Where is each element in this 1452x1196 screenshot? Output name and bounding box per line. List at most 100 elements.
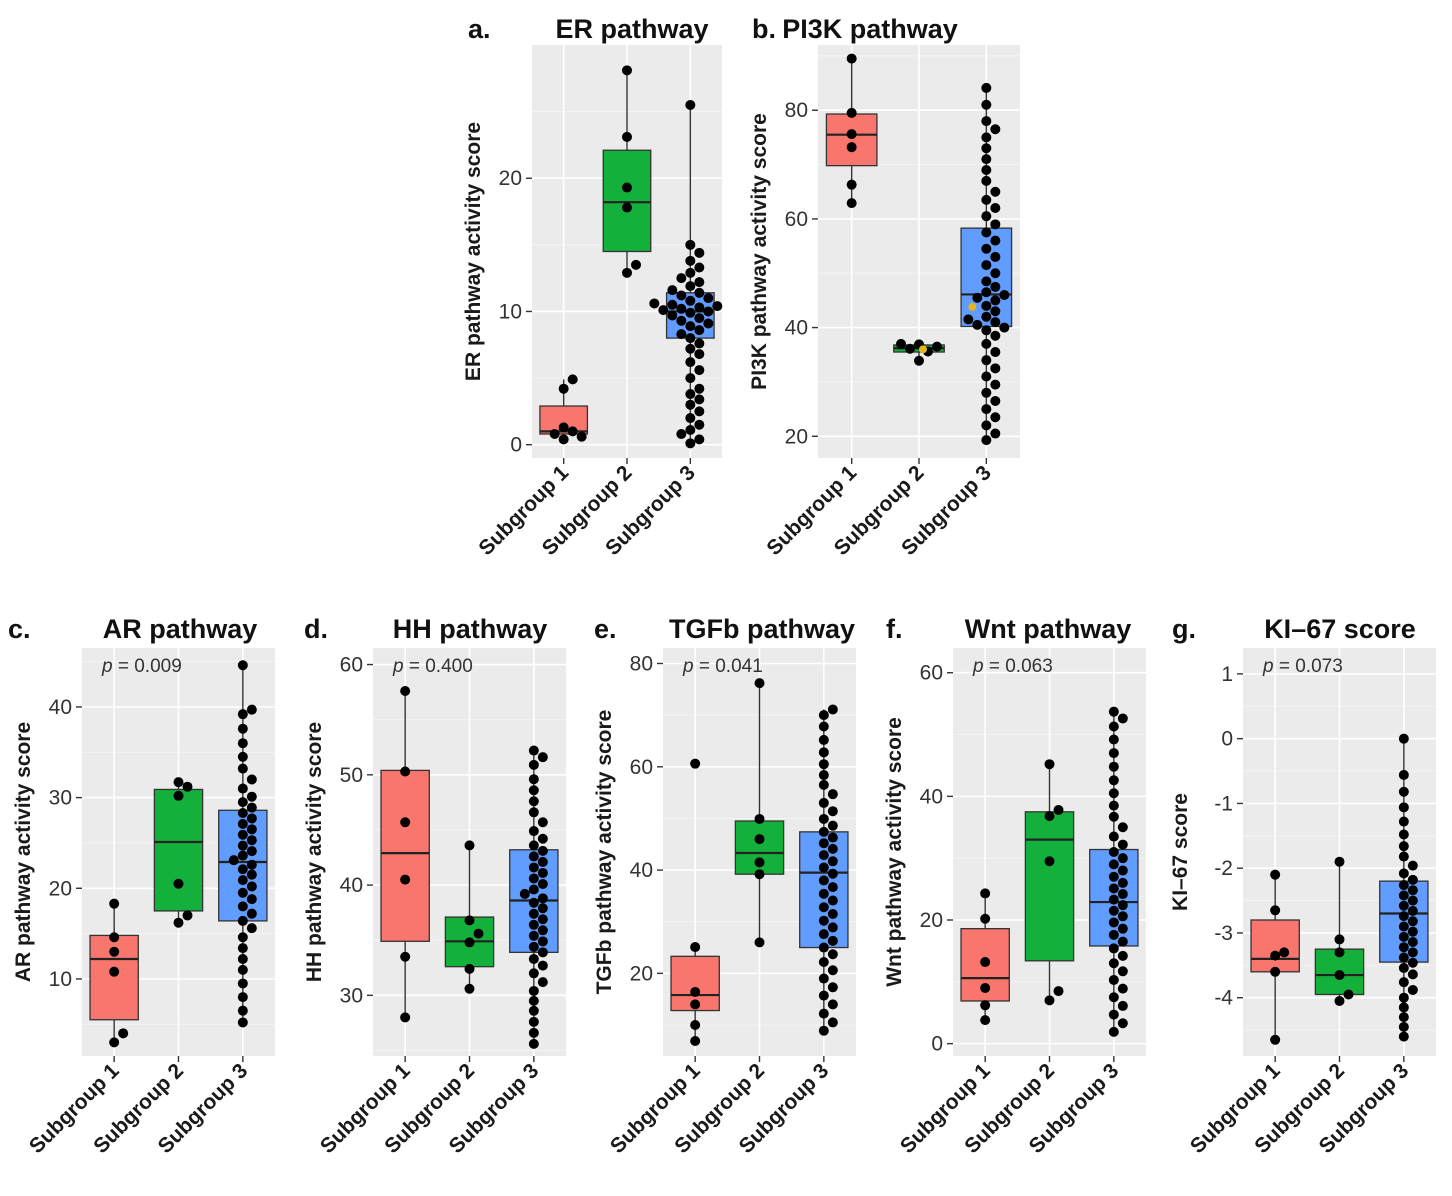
data-point [818, 915, 829, 926]
y-tick-label: 1 [1221, 663, 1233, 686]
data-point [246, 813, 257, 824]
data-point [182, 910, 193, 921]
data-point [818, 759, 829, 770]
y-tick-label: 80 [785, 99, 808, 122]
data-point [537, 947, 548, 958]
data-point [685, 239, 696, 250]
data-point [694, 394, 705, 405]
data-point [980, 983, 991, 993]
data-point [676, 303, 687, 314]
iqr-box [1250, 919, 1300, 973]
data-point [1398, 952, 1409, 963]
data-point [981, 116, 992, 127]
data-point [1398, 942, 1409, 953]
data-point [1108, 958, 1119, 969]
data-point [237, 875, 248, 886]
data-point [1407, 860, 1418, 871]
data-point [694, 338, 705, 349]
data-point [246, 774, 257, 785]
data-point [1044, 811, 1055, 822]
iqr-box [153, 788, 204, 912]
data-point [754, 678, 765, 689]
data-point [685, 389, 696, 400]
y-axis-label: KI–67 score [1169, 793, 1192, 911]
data-point [528, 826, 539, 837]
data-point [981, 99, 992, 110]
data-point [990, 186, 1001, 197]
data-point [990, 124, 1001, 135]
data-point [576, 431, 587, 442]
data-point [1108, 847, 1119, 857]
p-value-label: p = 0.041 [682, 656, 763, 677]
data-point [1108, 1009, 1119, 1020]
data-point [1279, 947, 1290, 958]
data-point [703, 306, 714, 317]
y-axis-label: TGFb pathway activity score [593, 710, 616, 995]
data-point [703, 318, 714, 329]
data-point [694, 419, 705, 430]
data-point [1108, 748, 1119, 759]
data-point [818, 838, 829, 849]
data-point [827, 895, 838, 906]
data-point [676, 315, 687, 326]
data-point [981, 420, 992, 431]
data-point [528, 884, 539, 895]
data-point [972, 292, 983, 303]
data-point [818, 850, 829, 861]
data-point [1108, 883, 1119, 894]
data-point [1398, 921, 1409, 932]
data-point [818, 973, 829, 984]
data-point [818, 990, 829, 1001]
data-point [246, 859, 257, 870]
data-point [980, 1015, 991, 1026]
data-point [537, 833, 548, 844]
data-point [981, 371, 992, 382]
data-point [528, 873, 539, 884]
data-point [1398, 890, 1409, 901]
data-point [537, 867, 548, 878]
iqr-box [380, 769, 430, 942]
data-point [1053, 986, 1064, 997]
data-point [464, 983, 475, 994]
data-point [1117, 865, 1128, 876]
data-point [694, 383, 705, 394]
panel-letter: a. [468, 14, 491, 44]
data-point [1108, 775, 1119, 786]
data-point [703, 293, 714, 304]
data-point [676, 290, 687, 301]
data-point [981, 243, 992, 254]
data-point [109, 898, 120, 909]
data-point [1108, 929, 1119, 940]
data-point [685, 357, 696, 368]
data-point [1398, 992, 1409, 1003]
data-point [246, 824, 257, 835]
data-point [980, 888, 991, 899]
data-point [567, 374, 578, 385]
data-point [237, 943, 248, 954]
data-point [237, 783, 248, 794]
data-point [237, 738, 248, 749]
panel-letter: d. [304, 614, 328, 644]
data-point [1398, 880, 1409, 891]
data-point [827, 1017, 838, 1028]
data-point [528, 851, 539, 862]
data-point [827, 949, 838, 960]
y-axis-label: AR pathway activity score [12, 722, 35, 982]
data-point [981, 143, 992, 154]
data-point [1398, 786, 1409, 797]
data-point [237, 932, 248, 943]
data-point [818, 734, 829, 745]
data-point [1398, 962, 1409, 973]
data-point [1117, 966, 1128, 977]
data-point [676, 329, 687, 340]
data-point [1108, 943, 1119, 954]
data-point [999, 322, 1010, 333]
data-point [237, 660, 248, 671]
data-point [1117, 923, 1128, 934]
data-point [649, 298, 660, 309]
data-point [1108, 811, 1119, 822]
y-tick-label: 60 [340, 654, 363, 677]
data-point [754, 813, 765, 824]
data-point [990, 317, 1001, 328]
